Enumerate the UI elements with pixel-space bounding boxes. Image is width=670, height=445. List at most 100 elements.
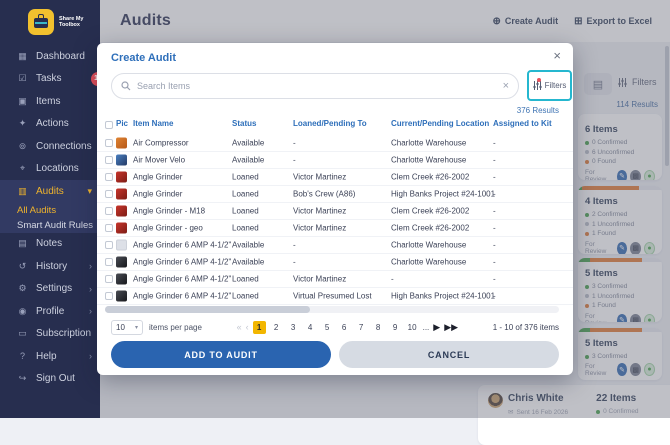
status-action-icon[interactable]: ● [644,363,655,376]
search-input[interactable] [137,81,497,91]
sidebar-item-smart-audit-rules[interactable]: Smart Audit Rules [0,217,100,233]
audit-card[interactable]: 5 Items 3 Confirmed 1 Unconfirmed 1 Foun… [578,258,662,322]
column-header-item-name[interactable]: Item Name [133,119,174,128]
sidebar-item-connections[interactable]: ⊚ Connections [0,135,100,158]
actions-icon: ✦ [18,118,27,129]
audit-card[interactable]: 6 Items 0 Confirmed 6 Unconfirmed 0 Foun… [578,114,662,180]
more-action-icon[interactable]: ▩ [630,169,642,180]
table-row[interactable]: Angle Grinder Loaned Victor Martinez Clem … [97,169,573,186]
table-row[interactable]: Air Compressor Available - Charlotte Wareh… [97,135,573,152]
edit-action-icon[interactable]: ✎ [616,241,628,254]
audit-card[interactable]: 5 Items 3 Confirmed For Review ✎ ▩ ● [578,328,662,380]
confirmed-dot-icon [585,212,589,217]
more-action-icon[interactable]: ▩ [630,363,642,376]
page-button-2[interactable]: 2 [273,322,279,332]
add-to-audit-button[interactable]: ADD TO AUDIT [111,341,331,368]
select-all-checkbox[interactable] [105,121,113,129]
sidebar-item-dashboard[interactable]: ▦ Dashboard [0,45,100,68]
page-button-6[interactable]: 6 [341,322,347,332]
search-bar[interactable]: × [111,73,519,99]
row-checkbox[interactable] [105,207,113,215]
row-checkbox[interactable] [105,275,113,283]
table-row[interactable]: Angle Grinder 6 AMP 4-1/2" Loaned Virtual… [97,288,573,305]
sidebar-item-audits[interactable]: ▥ Audits ▾ [0,180,100,203]
sidebar-item-locations[interactable]: ⌖ Locations [0,158,100,181]
sidebar-item-subscription[interactable]: ▭ Subscription [0,323,100,346]
page-button-10[interactable]: 10 [407,322,417,332]
table-row[interactable]: Angle Grinder 6 AMP 4-1/2" Available - Cha… [97,237,573,254]
prev-page-icon[interactable]: ‹ [245,322,249,332]
sidebar-item-settings[interactable]: ⚙ Settings › [0,278,100,301]
page-button-1[interactable]: 1 [252,320,266,334]
page-button-9[interactable]: 9 [392,322,398,332]
row-checkbox[interactable] [105,190,113,198]
more-action-icon[interactable]: ▩ [630,313,642,322]
page-button-3[interactable]: 3 [290,322,296,332]
sidebar-item-history[interactable]: ↺ History › [0,255,100,278]
more-action-icon[interactable]: ▩ [630,241,642,254]
page-button-8[interactable]: 8 [375,322,381,332]
table-row[interactable]: Angle Grinder Loaned Bob's Crew (A86) High… [97,186,573,203]
page-button-5[interactable]: 5 [324,322,330,332]
status-action-icon[interactable]: ● [644,169,655,180]
dashboard-icon: ▦ [18,50,27,61]
sidebar-item-tasks[interactable]: ☑ Tasks 15 [0,68,105,91]
sidebar-item-label: Notes [36,238,63,250]
found-stat: 1 Found [585,230,655,237]
chevron-down-icon: ▾ [87,185,92,196]
table-row[interactable]: Air Mover Velo Available - Charlotte Wareh… [97,152,573,169]
app-logo[interactable]: Share My Toolbox [0,0,100,45]
column-header-loaned-to[interactable]: Loaned/Pending To [293,119,367,128]
page-size-select[interactable]: 10 ▾ [111,319,143,335]
sidebar-item-profile[interactable]: ◉ Profile › [0,300,100,323]
edit-action-icon[interactable]: ✎ [616,313,628,322]
close-icon[interactable]: × [553,48,561,63]
sidebar-item-help[interactable]: ? Help › [0,345,100,368]
background-filters-button[interactable]: Filters [618,77,657,87]
create-audit-button[interactable]: ⊕ Create Audit [493,16,559,27]
last-page-icon[interactable]: ▶▶ [444,321,459,332]
clear-search-icon[interactable]: × [502,80,509,92]
column-header-location[interactable]: Current/Pending Location [391,119,490,128]
row-checkbox[interactable] [105,224,113,232]
page-button-4[interactable]: 4 [307,322,313,332]
table-row[interactable]: Angle Grinder 6 AMP 4-1/2" Available - Cha… [97,254,573,271]
row-checkbox[interactable] [105,139,113,147]
row-checkbox[interactable] [105,156,113,164]
sidebar-item-items[interactable]: ▣ Items [0,90,100,113]
sidebar-item-notes[interactable]: ▤ Notes [0,233,100,256]
table-body: Air Compressor Available - Charlotte Wareh… [97,135,573,305]
modal-filters-button[interactable]: Filters [527,70,572,101]
table-row[interactable]: Angle Grinder - M18 Loaned Victor Martine… [97,203,573,220]
horizontal-scrollbar[interactable] [105,306,559,313]
first-page-icon[interactable]: « [236,322,242,332]
cancel-button[interactable]: CANCEL [339,341,559,368]
card-view-toggle-icon[interactable]: ▤ [584,73,612,95]
scrollbar-thumb[interactable] [105,306,310,313]
export-to-excel-button[interactable]: ⊞ Export to Excel [574,16,652,27]
column-header-kit[interactable]: Assigned to Kit [493,119,552,128]
column-header-status[interactable]: Status [232,119,257,128]
row-checkbox[interactable] [105,292,113,300]
sidebar-item-sign-out[interactable]: ↪ Sign Out [0,368,100,391]
table-header: Pic Item Name Status Loaned/Pending To C… [97,119,573,133]
status-action-icon[interactable]: ● [644,313,655,322]
page-scrollbar[interactable] [665,46,669,166]
item-pic [116,273,127,285]
sidebar-item-actions[interactable]: ✦ Actions [0,113,100,136]
edit-action-icon[interactable]: ✎ [616,363,628,376]
next-page-icon[interactable]: ▶ [433,321,441,332]
sidebar-item-all-audits[interactable]: All Audits [0,202,100,218]
table-row[interactable]: Angle Grinder - geo Loaned Victor Martine… [97,220,573,237]
status-action-icon[interactable]: ● [644,241,655,254]
page-button-7[interactable]: 7 [358,322,364,332]
row-checkbox[interactable] [105,258,113,266]
table-row[interactable]: Angle Grinder 6 AMP 4-1/2" Loaned Victor … [97,271,573,288]
sidebar-item-label: Settings [36,283,73,295]
row-checkbox[interactable] [105,241,113,249]
audit-card[interactable]: 4 Items 2 Confirmed 1 Unconfirmed 1 Foun… [578,186,662,254]
sidebar-item-label: Audits [36,185,64,197]
row-checkbox[interactable] [105,173,113,181]
column-header-pic[interactable]: Pic [116,119,129,128]
edit-action-icon[interactable]: ✎ [616,169,628,180]
